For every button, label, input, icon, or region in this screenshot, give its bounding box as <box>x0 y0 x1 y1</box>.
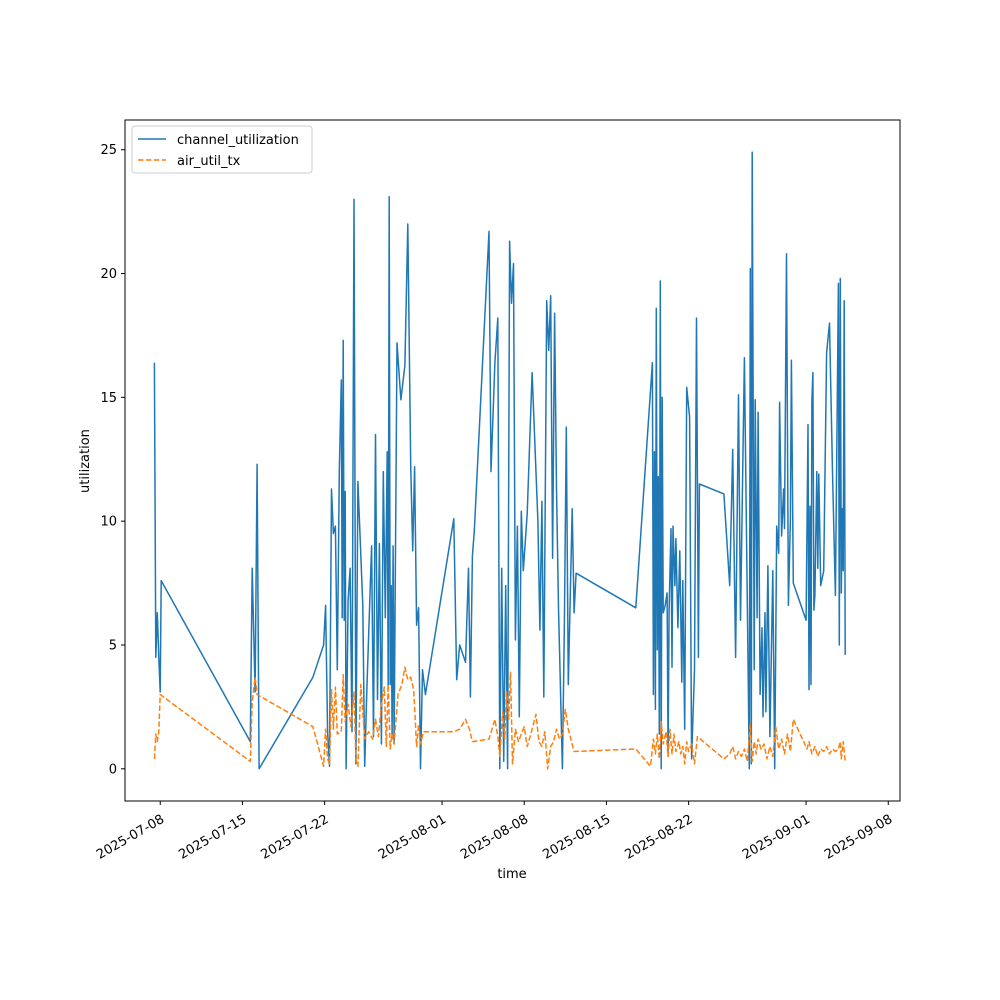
legend-label-air-util-tx: air_util_tx <box>177 154 241 169</box>
y-tick-label: 15 <box>100 391 117 406</box>
legend: channel_utilization air_util_tx <box>131 125 313 174</box>
y-tick-label: 5 <box>109 638 117 653</box>
y-tick-label: 20 <box>100 267 117 282</box>
series-line-channel-utilization <box>153 151 846 770</box>
y-axis-title: utilization <box>78 429 93 493</box>
plot-lines <box>153 151 846 770</box>
series-line-air-util-tx <box>153 666 846 770</box>
y-tick-label: 10 <box>100 515 117 530</box>
legend-label-channel-utilization: channel_utilization <box>177 133 299 148</box>
legend-box <box>131 125 313 174</box>
y-axis: 0 5 10 15 20 25 <box>100 143 125 777</box>
y-tick-label: 0 <box>109 762 117 777</box>
plot-frame <box>124 119 901 802</box>
x-axis-title: time <box>497 867 526 882</box>
y-tick-label: 25 <box>100 143 117 158</box>
